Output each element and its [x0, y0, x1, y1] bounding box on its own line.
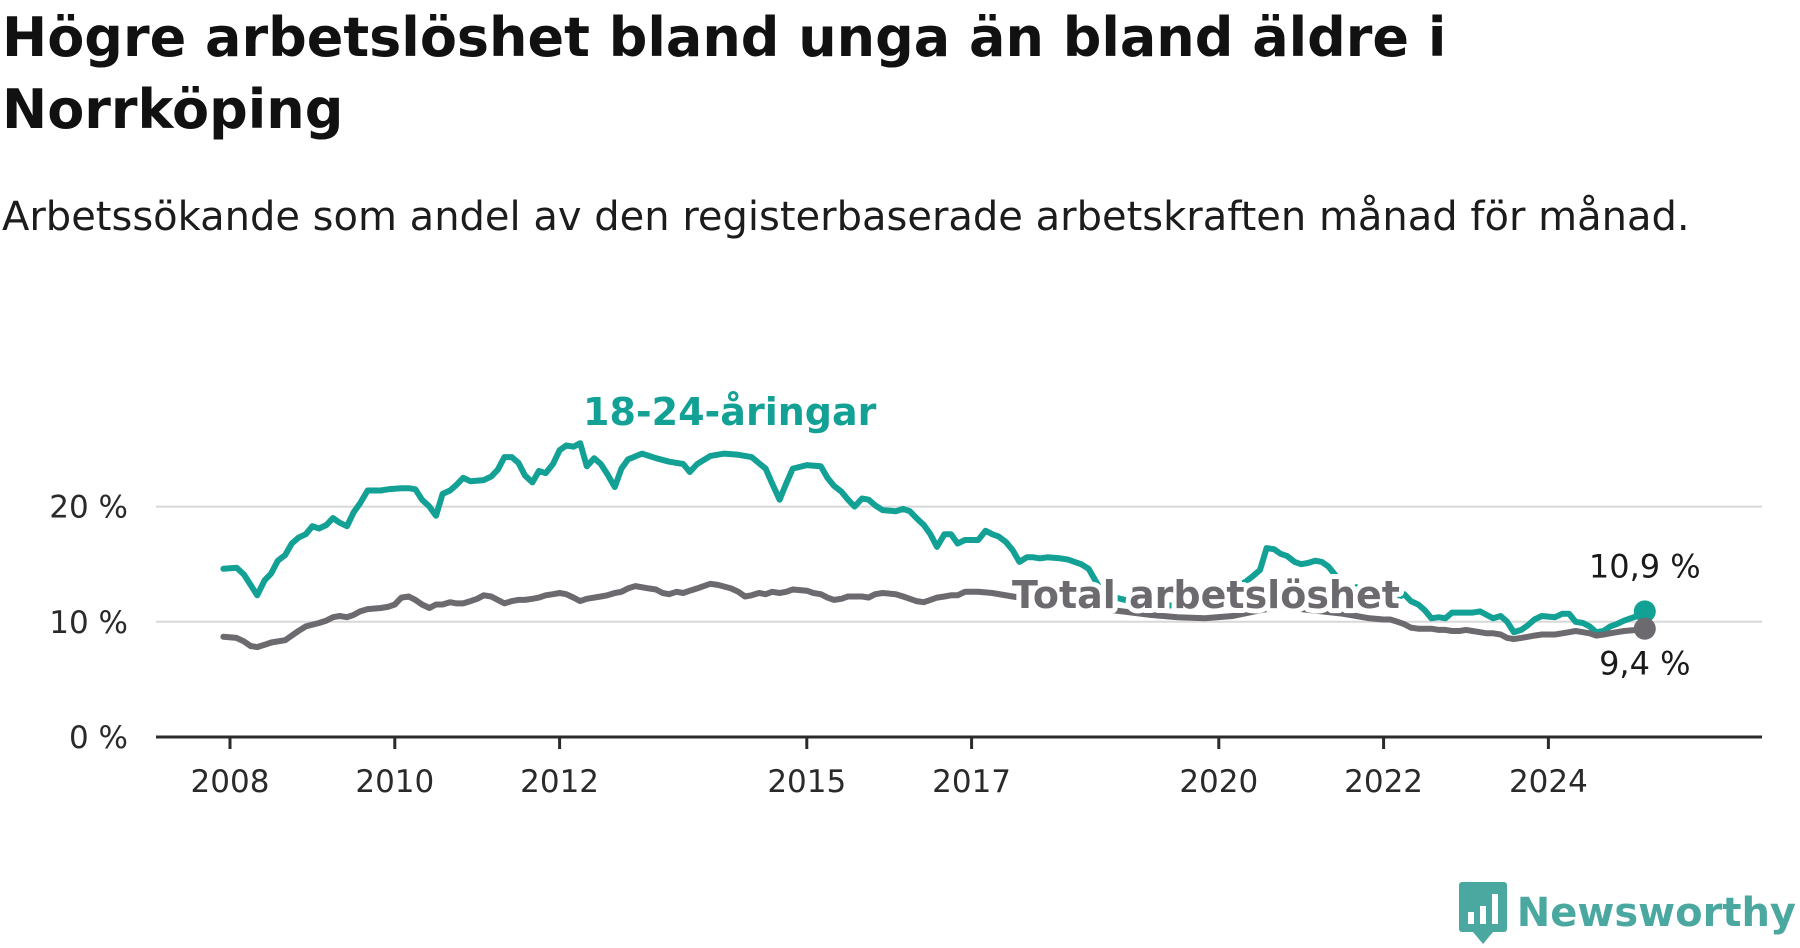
end-point-0 — [1633, 600, 1656, 623]
series-name-label-1: Total arbetslöshet — [1012, 573, 1400, 617]
x-tick-label-2008: 2008 — [191, 764, 270, 800]
y-tick-label-20: 20 % — [49, 490, 128, 526]
brand-logo: Newsworthy — [1458, 878, 1796, 948]
end-point-1 — [1633, 617, 1656, 640]
series-name-label-0: 18-24-åringar — [583, 390, 877, 434]
x-tick-label-2010: 2010 — [355, 764, 434, 800]
chart-title: Högre arbetslöshet bland unga än bland ä… — [2, 6, 1447, 141]
x-tick-label-2015: 2015 — [767, 764, 846, 800]
gridlines — [156, 505, 1762, 623]
series-lines — [220, 440, 1648, 651]
series-line-0 — [220, 440, 1648, 636]
end-value-label-1: 9,4 % — [1599, 645, 1690, 683]
bar-chart-speech-bubble-icon — [1458, 882, 1507, 944]
x-tick-label-2022: 2022 — [1344, 764, 1423, 800]
x-axis: 2008 2010 2012 2015 2017 2020 2022 2024 — [156, 735, 1762, 800]
end-value-label-0: 10,9 % — [1589, 547, 1701, 585]
y-axis-tick-labels: 0 % 10 % 20 % — [49, 490, 128, 756]
x-tick-label-2024: 2024 — [1509, 764, 1588, 800]
chart-subtitle: Arbetssökande som andel av den registerb… — [2, 194, 1690, 240]
y-tick-label-0: 0 % — [69, 720, 128, 756]
series-line-1 — [220, 580, 1648, 651]
brand-name: Newsworthy — [1516, 890, 1796, 936]
x-tick-label-2017: 2017 — [932, 764, 1011, 800]
x-tick-label-2012: 2012 — [520, 764, 599, 800]
y-tick-label-10: 10 % — [49, 605, 128, 641]
x-tick-label-2020: 2020 — [1179, 764, 1258, 800]
series-labels: 18-24-åringar 10,9 % Total arbetslöshet 9,4… — [578, 385, 1701, 683]
